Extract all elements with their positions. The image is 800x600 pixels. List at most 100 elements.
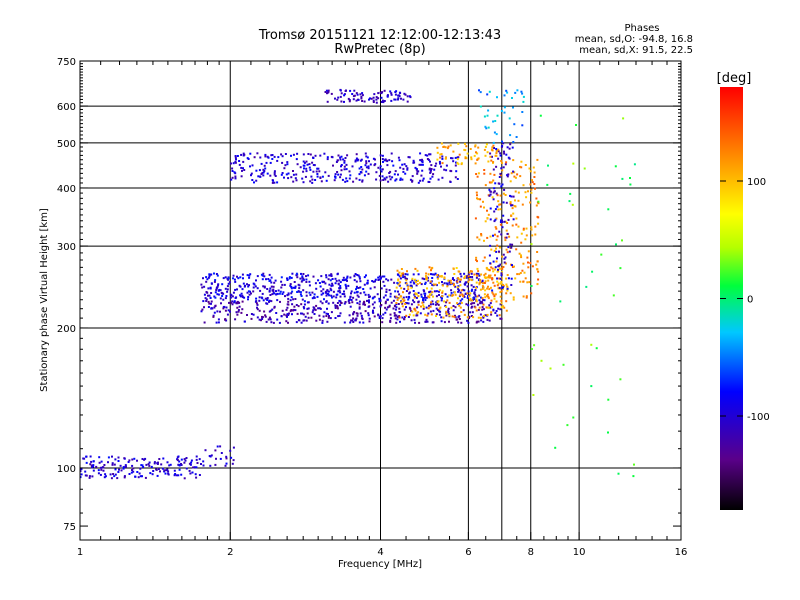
data-point [506, 91, 509, 94]
data-point [144, 476, 147, 479]
data-point [496, 284, 499, 287]
y-tick-label: 500 [57, 139, 76, 150]
data-point [270, 154, 273, 157]
data-point [410, 286, 413, 289]
data-point [448, 294, 451, 297]
data-point [492, 191, 495, 194]
data-point [255, 179, 258, 182]
data-point [575, 124, 577, 126]
data-point [343, 321, 346, 324]
data-point [339, 304, 342, 307]
data-point [217, 318, 220, 321]
data-point [209, 455, 212, 458]
data-point [343, 165, 346, 168]
data-point [478, 282, 481, 285]
data-point [500, 299, 503, 302]
data-point [445, 164, 448, 167]
data-point [490, 159, 493, 162]
data-point [353, 89, 356, 92]
data-point [85, 474, 88, 477]
data-point [300, 321, 303, 324]
data-point [207, 287, 210, 290]
data-point [382, 160, 384, 163]
data-point [385, 176, 388, 179]
data-point [302, 277, 305, 280]
data-point [399, 166, 402, 169]
data-point [378, 275, 381, 278]
data-point [394, 98, 397, 101]
data-point [343, 290, 345, 293]
data-point [619, 267, 622, 270]
data-point [333, 179, 336, 182]
data-point [408, 291, 411, 294]
data-point [301, 298, 304, 301]
data-point [267, 318, 270, 321]
data-point [302, 278, 305, 281]
data-point [201, 286, 204, 289]
data-point [403, 163, 406, 166]
data-point [512, 141, 515, 143]
data-point [469, 148, 472, 150]
data-point [431, 273, 434, 276]
data-point [229, 293, 232, 296]
data-point [531, 234, 534, 237]
data-point [291, 290, 294, 293]
data-point [413, 301, 416, 304]
data-point [264, 167, 267, 170]
data-point [519, 280, 522, 283]
data-point [252, 286, 255, 289]
data-point [163, 469, 166, 472]
data-point [380, 304, 383, 306]
data-point [271, 289, 274, 292]
data-point [373, 306, 376, 309]
data-point [500, 110, 503, 112]
data-point [430, 287, 433, 290]
data-point [464, 281, 467, 284]
data-point [435, 301, 438, 304]
data-point [520, 256, 523, 259]
data-point [483, 169, 486, 171]
data-point [362, 288, 365, 290]
data-point [590, 343, 593, 346]
data-point [389, 320, 392, 323]
data-point [328, 315, 330, 317]
data-point [331, 156, 334, 159]
data-point [443, 300, 446, 303]
x-tick-label: 1 [77, 547, 83, 558]
data-point [475, 295, 478, 298]
data-point [475, 191, 478, 194]
data-point [104, 473, 107, 476]
data-point [305, 281, 308, 283]
data-point [207, 276, 210, 279]
data-point [496, 114, 499, 117]
data-point [397, 279, 400, 282]
data-point [280, 276, 283, 279]
data-point [314, 282, 317, 285]
data-point [350, 319, 353, 322]
data-point [454, 164, 457, 167]
data-point [239, 294, 242, 297]
data-point [183, 458, 186, 461]
data-point [497, 287, 500, 290]
data-point [352, 180, 355, 183]
data-point [444, 293, 447, 296]
data-point [389, 295, 392, 298]
data-point [429, 280, 432, 283]
data-point [494, 182, 497, 185]
data-point [209, 287, 212, 290]
data-point [234, 318, 237, 321]
data-point [343, 168, 346, 171]
data-point [351, 165, 354, 168]
data-point [498, 230, 501, 233]
data-point [239, 295, 242, 298]
data-point [535, 263, 538, 266]
data-point [361, 168, 364, 171]
data-point [446, 282, 449, 285]
data-point [524, 164, 527, 166]
data-point [493, 268, 496, 271]
data-point [356, 314, 359, 317]
data-point [519, 272, 522, 274]
data-point [318, 307, 321, 310]
data-point [479, 300, 482, 303]
data-point [289, 284, 292, 287]
